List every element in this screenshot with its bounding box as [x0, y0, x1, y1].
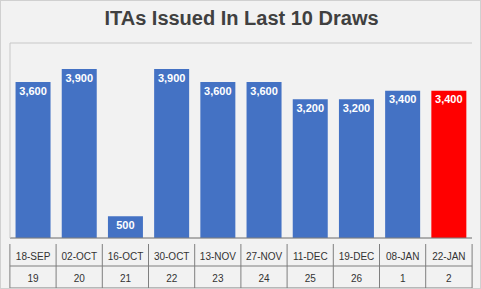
svg-text:19-DEC: 19-DEC [339, 251, 375, 262]
svg-text:30-OCT: 30-OCT [154, 251, 190, 262]
svg-text:27-NOV: 27-NOV [246, 251, 282, 262]
svg-text:24: 24 [259, 273, 271, 284]
svg-text:26: 26 [351, 273, 363, 284]
svg-text:13-NOV: 13-NOV [200, 251, 236, 262]
svg-text:22: 22 [166, 273, 178, 284]
svg-text:20: 20 [74, 273, 86, 284]
svg-text:500: 500 [116, 219, 134, 231]
svg-text:21: 21 [120, 273, 132, 284]
svg-text:2: 2 [446, 273, 452, 284]
svg-text:3,200: 3,200 [296, 102, 324, 114]
svg-text:16-OCT: 16-OCT [108, 251, 144, 262]
svg-text:3,200: 3,200 [343, 102, 371, 114]
svg-text:23: 23 [212, 273, 224, 284]
svg-text:3,400: 3,400 [389, 93, 417, 105]
svg-text:3,600: 3,600 [250, 85, 278, 97]
svg-text:08-JAN: 08-JAN [386, 251, 419, 262]
svg-text:3,900: 3,900 [158, 72, 186, 84]
html-text:ITAs Issued In Last 10 Draws: ITAs Issued In Last 10 Draws [104, 7, 379, 29]
svg-text:3,400: 3,400 [435, 93, 463, 105]
svg-text:25: 25 [305, 273, 317, 284]
svg-text:3,600: 3,600 [19, 85, 47, 97]
svg-text:3,900: 3,900 [65, 72, 93, 84]
svg-text:02-OCT: 02-OCT [62, 251, 98, 262]
svg-text:3,600: 3,600 [204, 85, 232, 97]
svg-text:1: 1 [400, 273, 406, 284]
svg-text:11-DEC: 11-DEC [293, 251, 328, 262]
svg-text:22-JAN: 22-JAN [432, 251, 465, 262]
svg-text:18-SEP: 18-SEP [16, 251, 51, 262]
svg-text:19: 19 [28, 273, 40, 284]
